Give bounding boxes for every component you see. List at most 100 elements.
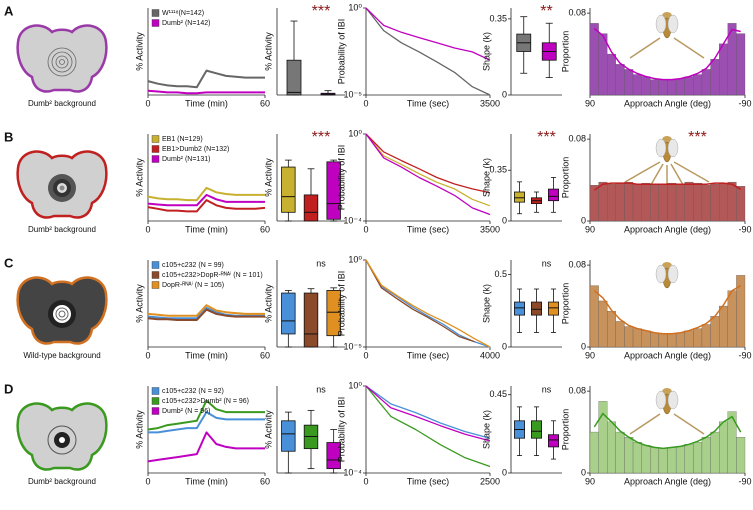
box <box>548 434 560 448</box>
x-tick-label: 90 <box>585 98 595 108</box>
series-line <box>147 431 265 463</box>
histogram-bar <box>693 182 703 222</box>
y-axis-label: % Activity <box>263 32 273 71</box>
legend-swatch <box>151 19 160 27</box>
histogram-bar <box>607 184 616 222</box>
histogram-bar <box>719 305 728 348</box>
y-axis-label: Probability of IBI <box>336 145 346 211</box>
significance: ns <box>316 258 326 268</box>
legend-swatch <box>151 407 160 415</box>
x-tick-label: 60 <box>260 476 270 486</box>
significance: ns <box>542 384 552 394</box>
y-tick-label: 0 <box>581 467 586 477</box>
y-tick-label: 10⁰ <box>348 380 362 390</box>
series-line <box>365 259 475 343</box>
x-axis-label: Time (sec) <box>407 224 449 234</box>
legend-label: EB1 (N=129) <box>162 136 203 143</box>
histogram-bar <box>710 59 720 96</box>
box <box>548 188 560 202</box>
x-tick-label: 60 <box>260 98 270 108</box>
significance: ns <box>542 258 552 268</box>
series-line <box>147 69 265 89</box>
legend-label: EB1>Dumb2 (N=132) <box>162 146 229 153</box>
histogram-bar <box>667 447 677 474</box>
histogram-bar <box>736 275 746 348</box>
x-tick-label: -90 <box>738 476 751 486</box>
x-axis-label: Time (min) <box>185 224 228 234</box>
y-tick-label: 0 <box>502 467 507 477</box>
x-tick-label: -90 <box>738 350 751 360</box>
histogram-bar <box>727 181 737 222</box>
legend-label: c105+c232>DopR-ᴿᴺᴬⁱ (N = 101) <box>162 271 263 279</box>
series-line <box>147 304 265 317</box>
box <box>548 301 560 316</box>
histogram-bar <box>589 285 599 348</box>
significance: ** <box>540 3 552 20</box>
y-axis-label: Shape (k) <box>481 32 491 71</box>
significance: ns <box>316 384 326 394</box>
fit-line <box>593 27 741 81</box>
x-tick-label: 2500 <box>480 476 500 486</box>
y-axis-label: Probability of IBI <box>336 397 346 463</box>
series-line <box>147 308 265 321</box>
x-axis-label: Time (min) <box>185 98 228 108</box>
histogram-bar <box>615 64 625 96</box>
histogram-bar <box>641 76 651 96</box>
box <box>303 194 319 222</box>
series-line <box>148 411 265 434</box>
y-axis-label: % Activity <box>134 158 144 197</box>
x-tick-label: 90 <box>585 350 595 360</box>
histogram-bar <box>736 437 746 474</box>
legend-swatch <box>151 145 160 153</box>
legend-swatch <box>151 281 160 289</box>
box <box>286 59 302 96</box>
y-tick-label: 0.08 <box>568 259 586 269</box>
panel-label: B <box>4 129 13 144</box>
histogram-bar <box>632 442 642 474</box>
histogram-bar <box>727 290 737 348</box>
y-axis-label: Shape (k) <box>481 284 491 323</box>
series-line <box>365 133 491 216</box>
x-tick-label: 0 <box>363 476 368 486</box>
y-tick-label: 0.08 <box>568 385 586 395</box>
x-axis-label: Approach Angle (deg) <box>624 476 711 486</box>
significance: *** <box>688 129 707 146</box>
series-line <box>365 385 491 442</box>
legend-label: c105+c232 (N = 99) <box>162 262 224 269</box>
histogram-bar <box>615 431 625 474</box>
significance: *** <box>312 3 331 20</box>
histogram-bar <box>598 181 608 222</box>
fit-line <box>593 284 742 335</box>
histogram-bar <box>641 330 651 348</box>
histogram-bar <box>710 316 720 348</box>
series-line <box>365 7 491 61</box>
histogram-bar <box>684 76 694 96</box>
x-tick-label: 0 <box>145 98 150 108</box>
y-tick-label: 0 <box>502 215 507 225</box>
histogram-bar <box>719 182 728 222</box>
legend-label: Dumb² (N = 96) <box>162 408 210 415</box>
x-tick-label: 0 <box>145 350 150 360</box>
x-tick-label: 90 <box>585 476 595 486</box>
y-tick-label: 10⁻⁵ <box>344 89 363 99</box>
y-axis-label: % Activity <box>134 410 144 449</box>
x-axis-label: Time (sec) <box>407 350 449 360</box>
histogram-bar <box>701 324 711 348</box>
series-line <box>147 399 265 431</box>
histogram-bar <box>675 184 685 222</box>
legend-swatch <box>151 387 160 395</box>
histogram-bar <box>607 311 616 348</box>
y-axis-label: % Activity <box>263 158 273 197</box>
box <box>514 191 526 203</box>
background-label: Dumb² background <box>28 477 96 486</box>
histogram-bar <box>693 442 703 474</box>
background-label: Dumb² background <box>28 225 96 234</box>
y-tick-label: 10⁻⁴ <box>343 215 362 225</box>
box <box>531 420 543 439</box>
legend-swatch <box>151 261 160 269</box>
panel-label: C <box>4 255 14 270</box>
y-axis-label: % Activity <box>134 32 144 71</box>
histogram-bar <box>719 43 728 96</box>
fit-line <box>593 412 742 450</box>
legend-label: Dumb² (N=142) <box>162 20 210 27</box>
